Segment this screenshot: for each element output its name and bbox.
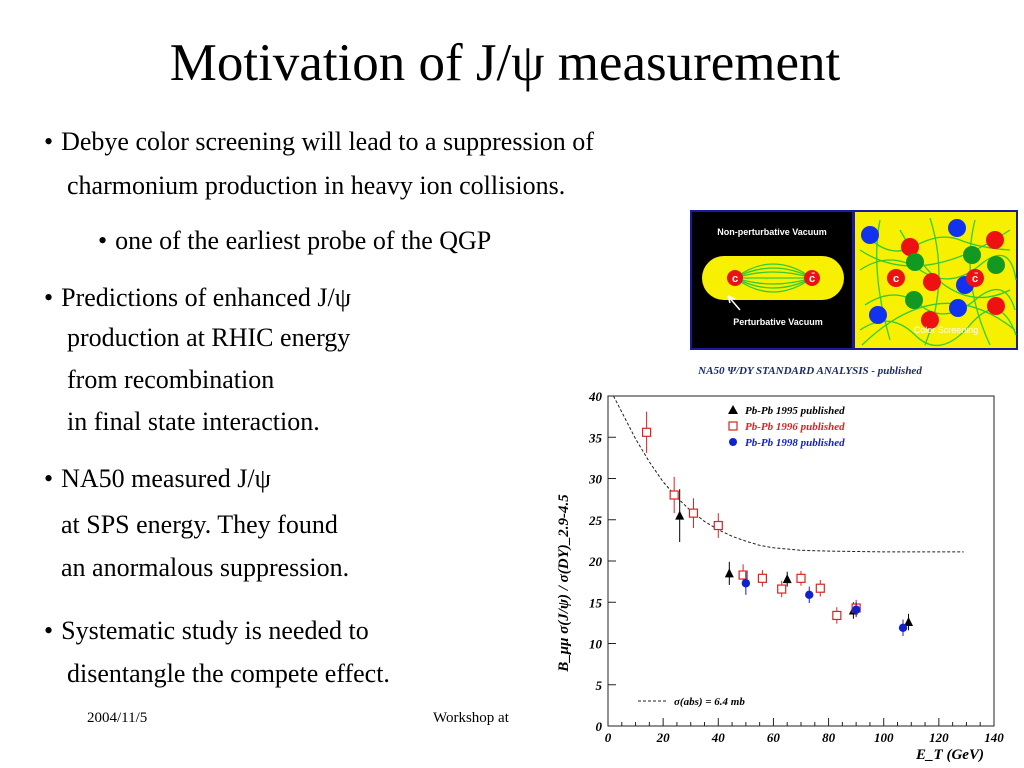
data-point-1998 [851,605,861,614]
data-point-1996 [815,583,825,593]
page-title: Motivation of J/ψ measurement [169,34,841,92]
legend-1998: Pb-Pb 1998 published [745,437,845,449]
curve-legend-label: σ(abs) = 6.4 mb [674,696,745,708]
data-point-1995 [724,568,734,578]
x-tick-label: 140 [984,730,1004,745]
x-tick-label: 60 [767,730,781,745]
y-tick-label: 5 [596,678,603,693]
data-points [641,411,914,637]
y-tick-label: 10 [589,637,603,652]
data-point-1996 [738,570,748,580]
screened-anticharm-label: c̄ [972,273,978,285]
y-axis-label: B_μμ σ(J/ψ) / σ(DY)_2.9-4.5 [556,494,572,673]
bullet-4-line-2: disentangle the compete effect. [67,659,390,688]
bullet-3-line-2: at SPS energy. They found [61,510,338,539]
bullet-2-line-3: from recombination [67,365,275,394]
y-tick-label: 20 [588,554,603,569]
legend-1996: Pb-Pb 1996 published [745,421,845,433]
legend-marker-1998 [729,438,737,446]
x-tick-label: 0 [605,730,612,745]
color-screening-label: Color Screening [914,325,979,335]
color-charges [861,219,1005,329]
nonperturbative-label: Non-perturbative Vacuum [717,227,827,237]
x-tick-label: 40 [711,730,726,745]
y-tick-label: 40 [588,389,603,404]
bullet-marker: • [44,464,54,493]
bullet-2-line-2: production at RHIC energy [67,323,351,352]
bullet-marker: • [44,283,54,312]
sub-bullet: • one of the earliest probe of the QGP [98,225,491,257]
bullet-2-line-4: in final state interaction. [67,407,320,436]
bullet-text: Predictions of enhanced J/ψ [61,283,352,312]
x-axis-label: E_T (GeV) [915,747,984,763]
absorption-curve [613,395,964,553]
screened-charm-label: c [893,273,899,285]
bullet-marker: • [98,226,108,255]
perturbative-label: Perturbative Vacuum [733,317,823,327]
color-screening-figure: Non-perturbative Vacuum c c̄ Perturbativ… [690,210,1018,350]
data-point-1996 [669,490,679,500]
data-point-1996 [641,427,652,437]
y-axis: 0 5 10 15 20 25 30 35 40 [588,389,616,734]
chart-title: NA50 Ψ/DY STANDARD ANALYSIS - published [697,365,922,377]
bullet-4-line-1: • Systematic study is needed to [44,615,369,647]
x-tick-label: 20 [656,730,671,745]
data-point-1998 [805,590,814,600]
data-point-1996 [713,520,723,531]
legend: Pb-Pb 1995 published Pb-Pb 1996 publishe… [728,405,845,449]
y-tick-label: 30 [588,472,603,487]
x-tick-label: 100 [874,730,894,745]
bullet-marker: • [44,616,54,645]
data-point-1996 [796,573,806,583]
bullet-text: NA50 measured J/ψ [61,464,271,493]
x-axis: 0 20 40 60 80 100 120 140 [605,718,1004,745]
legend-marker-1996 [728,421,738,431]
data-point-1998 [898,623,908,633]
bullet-3-line-3: an anormalous suppression. [61,553,350,582]
anticharm-quark [804,270,820,286]
bullet-text: Debye color screening will lead to a sup… [61,127,594,156]
data-point-1996 [688,508,699,518]
bullet-2-line-1: • Predictions of enhanced J/ψ [44,282,351,314]
data-point-1995 [675,510,685,520]
y-tick-label: 35 [588,430,603,445]
charm-quark-label: c [732,273,738,285]
screened-charm-quark [887,269,905,287]
y-tick-label: 25 [588,513,603,528]
bullet-3-line-1: • NA50 measured J/ψ [44,463,271,495]
screened-anticharm-quark [966,269,984,287]
footer-workshop: Workshop at [433,710,509,726]
data-point-1996 [777,584,787,594]
x-tick-label: 120 [929,730,949,745]
na50-chart: NA50 Ψ/DY STANDARD ANALYSIS - published … [556,365,1004,763]
bullet-text: one of the earliest probe of the QGP [115,226,492,255]
data-point-1995 [782,574,792,584]
x-tick-label: 80 [822,730,836,745]
footer-date: 2004/11/5 [87,710,148,726]
data-point-1998 [741,579,751,588]
charm-quark [727,270,743,286]
data-point-1996 [832,610,842,621]
bullet-1-line-2: charmonium production in heavy ion colli… [67,171,566,200]
arrow-icon [727,295,741,311]
bullet-marker: • [44,127,54,156]
y-tick-label: 15 [589,595,603,610]
anticharm-quark-label: c̄ [809,273,815,285]
bullet-text: Systematic study is needed to [61,616,369,645]
y-tick-label: 0 [596,719,603,734]
data-point-1995 [904,617,914,627]
data-point-1996 [757,573,767,583]
legend-marker-1995 [728,405,738,414]
bullet-1-line-1: • Debye color screening will lead to a su… [44,126,594,158]
legend-1995: Pb-Pb 1995 published [745,405,845,417]
